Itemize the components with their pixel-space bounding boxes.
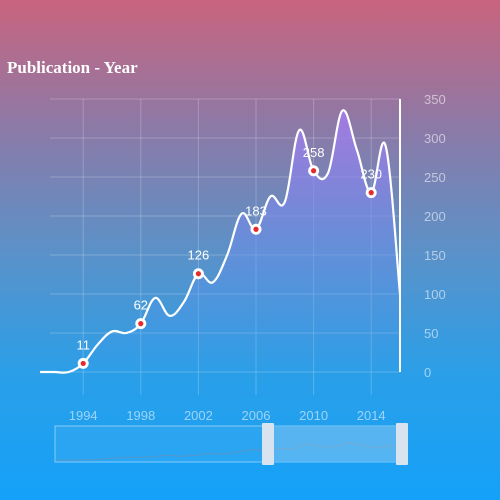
datazoom-track[interactable] [54,425,406,463]
data-points [77,165,377,369]
data-point-center [368,190,374,196]
data-label: 62 [134,298,148,313]
x-tick-label: 2006 [242,408,271,423]
y-tick-label: 350 [424,92,446,107]
datazoom-handle-start[interactable] [262,423,274,465]
y-tick-label: 100 [424,287,446,302]
data-label: 183 [245,203,267,218]
y-axis: 0 50 100 150 200 250 300 350 [399,92,446,380]
data-point-center [195,271,201,277]
area-fill [40,110,400,373]
y-tick-label: 50 [424,326,438,341]
area-path [40,110,400,373]
y-tick-label: 200 [424,209,446,224]
datazoom-preview [55,442,406,461]
data-point-center [253,226,259,232]
chart-title: Publication - Year [7,58,138,77]
x-tick-label: 1998 [126,408,155,423]
y-tick-label: 150 [424,248,446,263]
data-label: 258 [303,145,325,160]
y-tick-label: 300 [424,131,446,146]
datazoom-selection[interactable] [268,427,402,461]
data-point-center [138,321,144,327]
datazoom-handle-end[interactable] [396,423,408,465]
x-tick-label: 2014 [357,408,386,423]
data-label: 11 [76,337,90,352]
data-label: 230 [360,167,382,182]
y-tick-label: 250 [424,170,446,185]
data-labels: 11 62 126 183 258 230 [76,145,382,353]
datazoom-slider[interactable] [54,423,408,465]
x-tick-label: 2010 [299,408,328,423]
x-tick-label: 1994 [69,408,98,423]
x-axis: 1994 1998 2002 2006 2010 2014 [69,408,386,423]
x-tick-label: 2002 [184,408,213,423]
data-point-center [80,360,86,367]
series-line [40,109,402,374]
data-point-center [311,168,317,174]
line-path [40,109,402,374]
data-label: 126 [188,248,210,263]
y-tick-label: 0 [424,365,431,380]
